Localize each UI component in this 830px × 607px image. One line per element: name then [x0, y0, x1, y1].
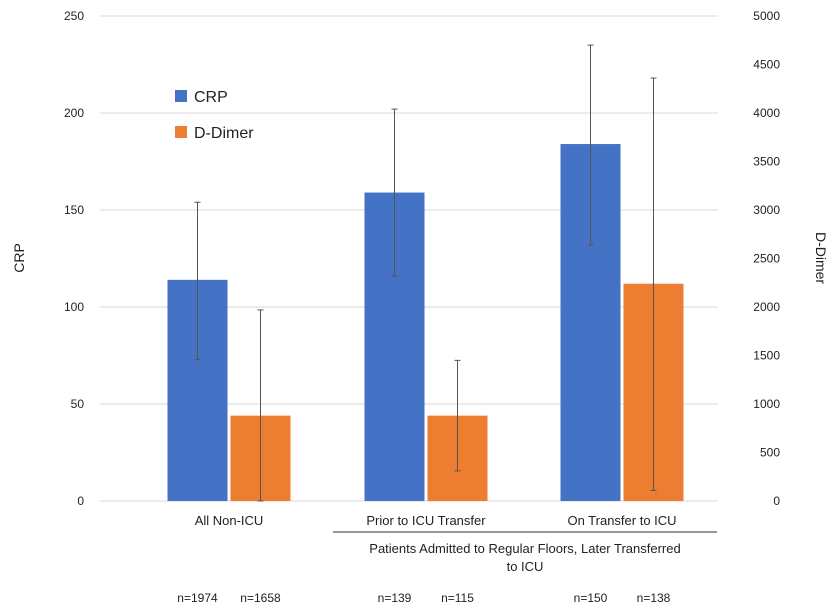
y2-tick-label: 2500	[753, 252, 780, 266]
sample-size-label: n=139	[378, 591, 412, 605]
y-tick-label: 50	[71, 397, 85, 411]
legend-label: D-Dimer	[194, 125, 254, 142]
y2-tick-label: 4500	[753, 58, 780, 72]
legend-label: CRP	[194, 89, 228, 106]
sample-size-labels: n=1974 n=139 n=150 n=1658 n=115 n=138	[177, 591, 670, 605]
category-label: On Transfer to ICU	[567, 513, 676, 528]
sample-size-label: n=1658	[240, 591, 281, 605]
error-bars	[194, 44, 657, 502]
y-tick-label: 0	[77, 494, 84, 508]
group-label-line-1: Patients Admitted to Regular Floors, Lat…	[369, 541, 680, 556]
legend: CRP D-Dimer	[175, 89, 254, 142]
y2-tick-label: 4000	[753, 106, 780, 120]
right-axis-ticks: 0 500 1000 1500 2000 2500 3000 3500 4000 4500 5000	[753, 9, 780, 508]
legend-swatch	[175, 90, 187, 102]
category-label: All Non-ICU	[195, 513, 264, 528]
y-tick-label: 200	[64, 106, 84, 120]
y-tick-label: 150	[64, 203, 84, 217]
y2-tick-label: 3500	[753, 155, 780, 169]
category-labels: All Non-ICU Prior to ICU Transfer On Trans…	[195, 513, 677, 528]
y-axis-title: CRP	[11, 243, 27, 273]
y-tick-label: 250	[64, 9, 84, 23]
category-label: Prior to ICU Transfer	[366, 513, 486, 528]
legend-swatch	[175, 126, 187, 138]
y2-tick-label: 1500	[753, 349, 780, 363]
y2-tick-label: 1000	[753, 397, 780, 411]
left-axis-ticks: 0 50 100 150 200 250	[64, 9, 84, 508]
y2-axis-title: D-Dimer	[813, 232, 829, 284]
bars	[167, 144, 684, 502]
sample-size-label: n=1974	[177, 591, 218, 605]
y-tick-label: 100	[64, 300, 84, 314]
y2-tick-label: 5000	[753, 9, 780, 23]
y2-tick-label: 3000	[753, 203, 780, 217]
y2-tick-label: 0	[773, 494, 780, 508]
sample-size-label: n=138	[637, 591, 671, 605]
sample-size-label: n=150	[574, 591, 608, 605]
y2-tick-label: 500	[760, 446, 780, 460]
y2-tick-label: 2000	[753, 300, 780, 314]
group-label-line-2: to ICU	[507, 559, 544, 574]
sample-size-label: n=115	[441, 591, 474, 605]
